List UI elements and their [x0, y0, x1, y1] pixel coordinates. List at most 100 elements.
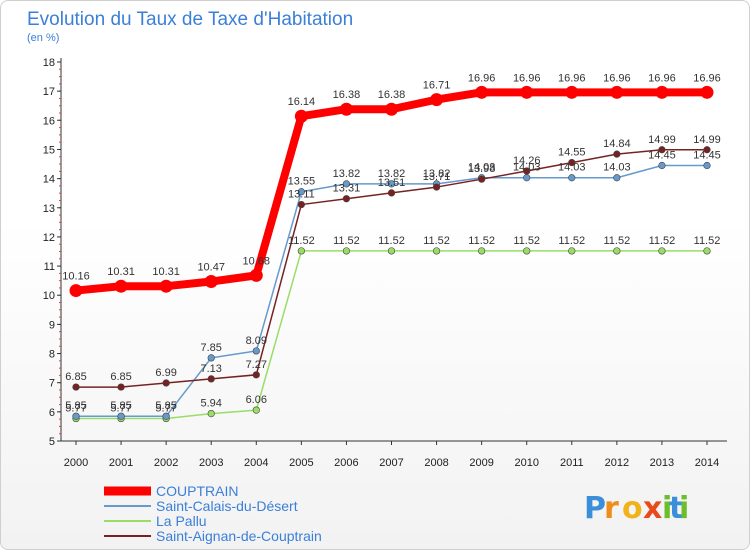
data-label: 10.16: [62, 271, 90, 283]
x-tick-label: 2006: [334, 457, 358, 469]
x-tick-label: 2010: [514, 457, 538, 469]
data-point: [523, 247, 531, 255]
data-point: [252, 347, 260, 355]
data-point: [162, 412, 170, 420]
x-tick-label: 2001: [109, 457, 133, 469]
data-label: 14.26: [513, 155, 541, 167]
y-tick-label: 16: [43, 115, 55, 127]
x-tick-label: 2004: [244, 457, 268, 469]
data-point: [387, 247, 396, 255]
chart-title: Evolution du Taux de Taxe d'Habitation: [27, 9, 353, 30]
data-point: [568, 158, 576, 167]
x-tick-label: 2002: [154, 457, 178, 469]
y-tick-label: 18: [43, 57, 55, 69]
data-point: [204, 275, 218, 289]
x-tick-label: 2013: [650, 457, 674, 469]
data-label: 11.52: [333, 235, 360, 247]
y-tick-label: 15: [43, 144, 55, 156]
data-label: 16.96: [693, 72, 721, 84]
logo-letter: P: [584, 491, 606, 526]
data-label: 13.55: [288, 176, 316, 188]
data-label: 14.03: [468, 162, 496, 174]
data-point: [297, 200, 305, 209]
data-label: 13.51: [378, 177, 406, 189]
data-point: [432, 183, 441, 191]
data-label: 14.99: [648, 134, 676, 146]
series-layer: [69, 85, 714, 423]
data-label: 11.52: [288, 235, 315, 247]
data-label: 5.77: [65, 403, 86, 415]
data-label: 7.27: [246, 359, 267, 371]
data-label: 11.52: [649, 235, 676, 247]
data-label: 11.52: [423, 235, 450, 247]
logo-letter: x: [643, 491, 662, 526]
data-label: 7.13: [201, 363, 222, 375]
data-point: [117, 383, 125, 391]
data-point: [613, 174, 621, 182]
data-point: [475, 85, 489, 99]
y-tick-label: 17: [43, 86, 55, 98]
data-point: [430, 93, 444, 107]
data-label: 16.96: [558, 72, 586, 84]
data-label: 16.96: [648, 72, 676, 84]
data-point: [613, 150, 621, 158]
data-point: [339, 102, 353, 116]
data-point: [703, 146, 711, 154]
data-label: 13.82: [378, 168, 406, 180]
data-point: [207, 409, 215, 418]
data-label: 16.96: [468, 72, 496, 84]
x-tick-label: 2003: [199, 457, 223, 469]
data-label: 10.68: [243, 255, 271, 267]
data-point: [252, 371, 260, 379]
data-label: 11.52: [694, 235, 721, 247]
data-point: [658, 247, 666, 255]
data-label: 14.55: [558, 147, 586, 159]
data-point: [297, 247, 305, 255]
data-point: [117, 412, 125, 420]
y-tick-label: 6: [49, 407, 55, 419]
logo-letter: i: [662, 491, 672, 526]
data-label: 11.52: [378, 235, 405, 247]
data-labels: 5.77 5.77 5.77 5.94 6.06 11.52 11.52 11.52 11.52…: [62, 72, 721, 414]
data-label: 5.85: [110, 400, 131, 412]
data-point: [658, 161, 666, 170]
logo-letter: r: [604, 491, 619, 526]
data-point: [207, 354, 215, 362]
data-point: [523, 167, 531, 175]
data-point: [523, 174, 531, 182]
data-label: 11.52: [603, 235, 630, 247]
x-tick-label: 2009: [469, 457, 493, 469]
data-point: [520, 85, 534, 99]
x-tick-label: 2014: [695, 457, 719, 469]
data-label: 13.82: [333, 168, 361, 180]
y-tick-label: 8: [49, 349, 55, 361]
data-label: 10.31: [152, 266, 180, 278]
data-label: 8.09: [246, 335, 267, 347]
data-label: 16.38: [378, 89, 406, 101]
data-point: [162, 379, 170, 387]
data-point: [249, 268, 263, 282]
data-point: [565, 85, 579, 99]
data-point: [655, 85, 669, 99]
data-label: 10.47: [197, 262, 225, 274]
data-label: 6.85: [110, 371, 131, 383]
proxiti-logo: Pr o x iti: [584, 491, 689, 526]
data-label: 5.77: [155, 403, 176, 415]
chart-subtitle: (en %): [27, 32, 59, 44]
y-tick-label: 10: [43, 290, 55, 302]
y-tick-label: 7: [49, 378, 55, 390]
data-label: 16.14: [288, 96, 316, 108]
data-label: 14.84: [603, 138, 631, 150]
data-label: 13.71: [423, 171, 451, 183]
data-point: [703, 161, 711, 170]
legend-label: La Pallu: [156, 513, 207, 529]
logo-letter: o: [622, 491, 643, 526]
data-label: 6.99: [155, 367, 176, 379]
data-point: [342, 195, 351, 203]
y-tick-label: 14: [43, 174, 55, 186]
data-point: [297, 188, 305, 196]
data-point: [387, 180, 396, 188]
